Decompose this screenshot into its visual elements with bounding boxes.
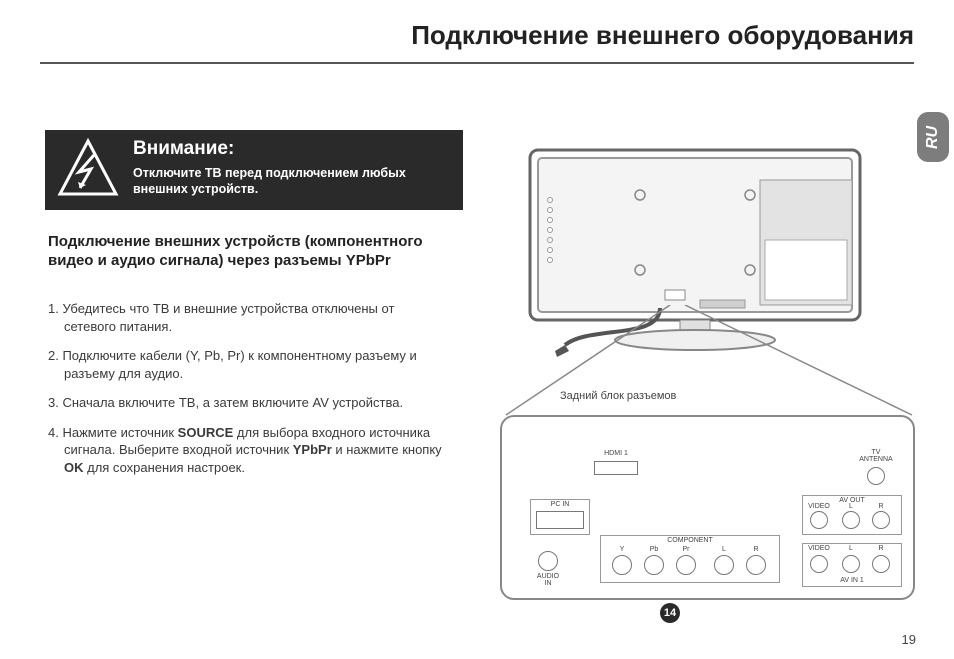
avout-video bbox=[810, 511, 828, 529]
avin1-video bbox=[810, 555, 828, 573]
component-pb bbox=[644, 555, 664, 575]
avout-l-label: L bbox=[842, 503, 860, 510]
step4-part: для сохранения настроек. bbox=[84, 460, 245, 475]
avout-video-label: VIDEO bbox=[806, 503, 832, 510]
tv-back-illustration bbox=[510, 140, 910, 360]
connector-panel: HDMI 1 PC IN AUDIO IN COMPONENT Y Pb Pr … bbox=[500, 415, 915, 600]
page-circle: 14 bbox=[660, 603, 680, 623]
avin1-label: AV IN 1 bbox=[802, 577, 902, 584]
language-tab: RU bbox=[917, 112, 949, 162]
warning-body: Отключите ТВ перед подключением любых вн… bbox=[133, 165, 449, 198]
avout-r bbox=[872, 511, 890, 529]
avin1-r-label: R bbox=[872, 545, 890, 552]
component-y bbox=[612, 555, 632, 575]
component-pr-label: Pr bbox=[676, 546, 696, 553]
hdmi-port bbox=[594, 461, 638, 475]
step4-source: SOURCE bbox=[178, 425, 234, 440]
component-pb-label: Pb bbox=[644, 546, 664, 553]
component-y-label: Y bbox=[612, 546, 632, 553]
avin1-l bbox=[842, 555, 860, 573]
warning-box: Внимание: Отключите ТВ перед подключение… bbox=[45, 130, 463, 210]
step-1: 1. Убедитесь что ТВ и внешние устройства… bbox=[48, 300, 443, 335]
avout-r-label: R bbox=[872, 503, 890, 510]
avout-l bbox=[842, 511, 860, 529]
audioin-port bbox=[538, 551, 558, 571]
back-panel-caption: Задний блок разъемов bbox=[560, 390, 676, 402]
warning-title: Внимание: bbox=[133, 138, 449, 160]
step4-ypbpr: YPbPr bbox=[293, 442, 332, 457]
hdmi-label: HDMI 1 bbox=[594, 450, 638, 457]
component-r bbox=[746, 555, 766, 575]
component-label: COMPONENT bbox=[600, 537, 780, 544]
audioin-label: AUDIO IN bbox=[526, 573, 570, 587]
step-3: 3. Сначала включите ТВ, а затем включите… bbox=[48, 394, 443, 412]
avin1-r bbox=[872, 555, 890, 573]
component-l-label: L bbox=[714, 546, 734, 553]
component-r-label: R bbox=[746, 546, 766, 553]
avin1-video-label: VIDEO bbox=[806, 545, 832, 552]
step-2: 2. Подключите кабели (Y, Pb, Pr) к компо… bbox=[48, 347, 443, 382]
pcin-port bbox=[536, 511, 584, 529]
step-4: 4. Нажмите источник SOURCE для выбора вх… bbox=[48, 424, 443, 477]
steps-list: 1. Убедитесь что ТВ и внешние устройства… bbox=[48, 300, 443, 488]
antenna-port bbox=[867, 467, 885, 485]
step4-part: и нажмите кнопку bbox=[332, 442, 442, 457]
section-heading: Подключение внешних устройств (компонент… bbox=[48, 233, 443, 271]
page-title: Подключение внешнего оборудования bbox=[411, 20, 914, 51]
component-l bbox=[714, 555, 734, 575]
avin1-l-label: L bbox=[842, 545, 860, 552]
component-pr bbox=[676, 555, 696, 575]
step4-part: 4. Нажмите источник bbox=[48, 425, 178, 440]
warning-icon bbox=[57, 138, 119, 200]
title-rule bbox=[40, 62, 914, 64]
antenna-label: TV ANTENNA bbox=[852, 449, 900, 463]
page-number: 19 bbox=[902, 632, 916, 647]
pcin-label: PC IN bbox=[530, 501, 590, 508]
step4-ok: OK bbox=[64, 460, 84, 475]
